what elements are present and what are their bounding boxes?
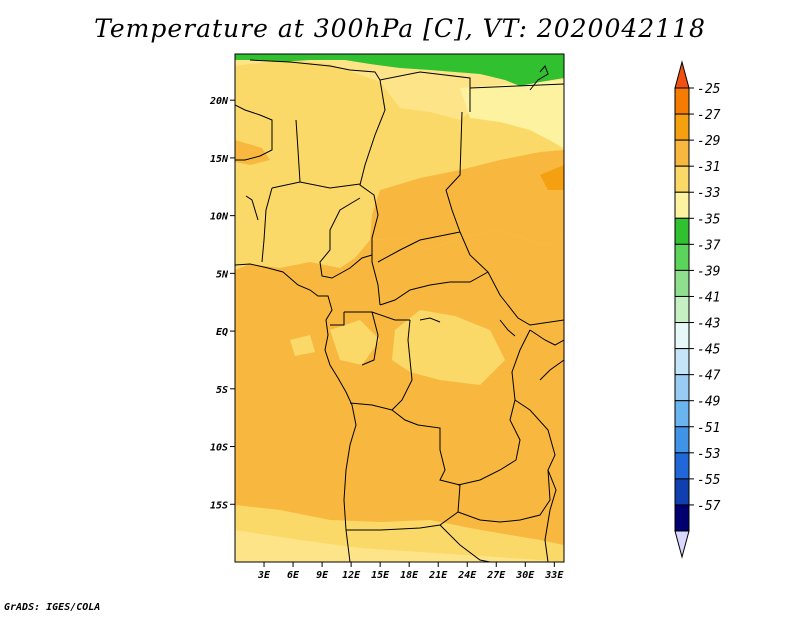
lat-tick-label: 15N (210, 154, 229, 165)
colorbar-swatch (674, 295, 690, 324)
colorbar-swatch (674, 452, 690, 480)
colorbar-label: -31 (697, 160, 720, 175)
colorbar-swatch (674, 139, 690, 167)
colorbar-label: -25 (697, 82, 721, 97)
lat-tick-label: 20N (209, 96, 229, 107)
colorbar-swatch (674, 504, 690, 532)
map-title: Temperature at 300hPa [C], VT: 202004211… (94, 14, 706, 43)
latitude-axis: 20N 15N 10N 5N EQ 5S 10S 15S (209, 96, 235, 511)
lat-tick-label: 10S (210, 443, 228, 454)
colorbar-swatch (674, 87, 690, 115)
colorbar-swatch (674, 243, 690, 271)
lat-tick-label: EQ (216, 327, 228, 338)
colorbar-label: -35 (697, 212, 721, 227)
colorbar-label: -57 (697, 499, 721, 514)
field-libya (460, 80, 564, 148)
lon-tick-label: 6E (287, 570, 300, 581)
colorbar: -25 -27 -29 -31 -33 -35 -37 -39 -41 -43 -45 -47 -49 -… (674, 60, 721, 559)
field-sudan (370, 150, 564, 250)
colorbar-label: -39 (697, 264, 720, 279)
colorbar-swatch (674, 374, 690, 402)
colorbar-label: -27 (697, 108, 721, 123)
field-south-pale (235, 530, 564, 562)
field-light-spot (290, 335, 315, 356)
lon-tick-label: 27E (486, 570, 506, 581)
colorbar-label: -41 (697, 290, 720, 305)
colorbar-swatch (674, 426, 690, 454)
colorbar-label: -51 (697, 421, 720, 436)
lat-tick-label: 5N (216, 269, 229, 280)
colorbar-swatch (674, 269, 690, 297)
field-north (235, 54, 564, 150)
longitude-axis: 3E 6E 9E 12E 15E 18E 21E 24E 27E 30E 33E (257, 562, 564, 581)
lon-tick-label: 30E (515, 570, 535, 581)
colorbar-label: -29 (697, 134, 720, 149)
colorbar-swatch (674, 322, 690, 350)
lon-tick-label: 12E (342, 570, 361, 581)
lon-tick-label: 18E (400, 570, 419, 581)
colorbar-bottom-arrow (674, 530, 690, 559)
colorbar-swatch (674, 400, 690, 428)
lon-tick-label: 3E (257, 570, 271, 581)
lon-tick-label: 33E (544, 570, 564, 581)
colorbar-swatch (674, 165, 690, 193)
field-warm-west (235, 140, 270, 165)
field-congo-light (392, 310, 505, 385)
country-borders (235, 59, 564, 562)
lat-tick-label: 5S (216, 385, 228, 396)
colorbar-label: -47 (697, 369, 721, 384)
map-frame (234, 53, 565, 563)
colorbar-label: -43 (697, 317, 720, 332)
lon-tick-label: 9E (316, 570, 329, 581)
lon-tick-label: 24E (457, 570, 477, 581)
colorbar-label: -53 (697, 447, 720, 462)
colorbar-label: -33 (697, 186, 720, 201)
footer-credit: GrADS: IGES/COLA (4, 602, 101, 613)
colorbar-swatch (674, 348, 690, 376)
colorbar-swatch (674, 478, 690, 506)
colorbar-swatch (674, 217, 690, 245)
lon-tick-label: 15E (371, 570, 390, 581)
lon-tick-label: 21E (428, 570, 448, 581)
colorbar-label: -37 (697, 238, 721, 253)
lat-tick-label: 15S (210, 500, 228, 511)
field-sahara-green (235, 54, 564, 86)
temperature-field (235, 54, 564, 562)
colorbar-swatch (674, 113, 690, 141)
colorbar-label: -45 (697, 343, 721, 358)
colorbar-top-arrow (674, 60, 690, 89)
colorbar-label: -49 (697, 395, 720, 410)
lat-tick-label: 10N (210, 212, 229, 223)
colorbar-swatch (674, 191, 690, 219)
field-gabon-light (330, 320, 380, 365)
colorbar-label: -55 (697, 473, 721, 488)
field-warm-east (540, 165, 564, 190)
